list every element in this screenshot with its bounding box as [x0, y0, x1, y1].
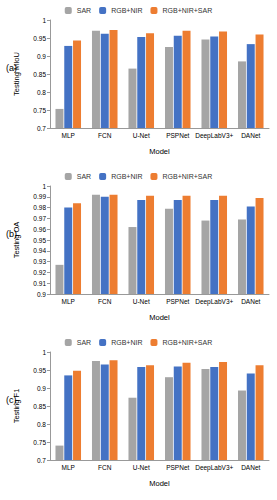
- svg-text:(b): (b): [6, 229, 17, 239]
- svg-text:0.9: 0.9: [37, 53, 46, 60]
- svg-text:U-Net: U-Net: [133, 298, 150, 305]
- svg-text:PSPNet: PSPNet: [166, 298, 189, 305]
- svg-text:0.85: 0.85: [33, 403, 46, 410]
- svg-text:1: 1: [42, 349, 46, 356]
- svg-text:DANet: DANet: [241, 132, 260, 139]
- svg-text:0.91: 0.91: [33, 280, 46, 287]
- svg-text:0.94: 0.94: [33, 247, 46, 254]
- svg-text:(a): (a): [6, 63, 17, 73]
- svg-text:U-Net: U-Net: [133, 464, 150, 471]
- svg-text:DeepLabV3+: DeepLabV3+: [195, 132, 233, 140]
- svg-text:0.93: 0.93: [33, 258, 46, 265]
- svg-text:FCN: FCN: [98, 298, 112, 305]
- svg-text:Model: Model: [149, 313, 170, 322]
- svg-text:MLP: MLP: [62, 132, 75, 139]
- svg-text:DeepLabV3+: DeepLabV3+: [195, 464, 233, 472]
- svg-text:RGB+NIR+SAR: RGB+NIR+SAR: [162, 7, 212, 14]
- svg-text:0.9: 0.9: [37, 385, 46, 392]
- svg-text:PSPNet: PSPNet: [166, 132, 189, 139]
- svg-text:Model: Model: [149, 479, 170, 488]
- svg-text:FCN: FCN: [98, 464, 112, 471]
- svg-text:RGB+NIR: RGB+NIR: [111, 339, 142, 346]
- svg-text:0.75: 0.75: [33, 107, 46, 114]
- svg-text:RGB+NIR: RGB+NIR: [111, 173, 142, 180]
- svg-text:0.95: 0.95: [33, 35, 46, 42]
- svg-text:Testing F1: Testing F1: [11, 388, 21, 424]
- svg-text:0.85: 0.85: [33, 71, 46, 78]
- svg-text:0.95: 0.95: [33, 237, 46, 244]
- svg-text:0.8: 0.8: [37, 89, 46, 96]
- svg-text:DANet: DANet: [241, 464, 260, 471]
- svg-text:RGB+NIR+SAR: RGB+NIR+SAR: [162, 173, 212, 180]
- svg-text:U-Net: U-Net: [133, 132, 150, 139]
- svg-text:SAR: SAR: [77, 339, 91, 346]
- svg-text:0.99: 0.99: [33, 193, 46, 200]
- svg-text:MLP: MLP: [62, 464, 75, 471]
- svg-text:Model: Model: [149, 147, 170, 156]
- svg-text:DeepLabV3+: DeepLabV3+: [195, 298, 233, 306]
- svg-text:RGB+NIR: RGB+NIR: [111, 7, 142, 14]
- svg-text:Testing OA: Testing OA: [12, 222, 21, 259]
- svg-text:MLP: MLP: [62, 298, 75, 305]
- svg-text:Testing MIoU: Testing MIoU: [12, 52, 21, 96]
- svg-text:0.75: 0.75: [33, 439, 46, 446]
- svg-text:0.7: 0.7: [37, 457, 46, 464]
- svg-text:0.9: 0.9: [37, 291, 46, 298]
- svg-text:SAR: SAR: [77, 173, 91, 180]
- svg-text:(c): (c): [6, 395, 17, 405]
- svg-text:0.96: 0.96: [33, 226, 46, 233]
- svg-text:FCN: FCN: [98, 132, 112, 139]
- svg-text:RGB+NIR+SAR: RGB+NIR+SAR: [162, 339, 212, 346]
- svg-text:0.92: 0.92: [33, 269, 46, 276]
- svg-text:0.95: 0.95: [33, 367, 46, 374]
- svg-text:1: 1: [42, 183, 46, 190]
- svg-text:1: 1: [42, 17, 46, 24]
- svg-text:0.98: 0.98: [33, 204, 46, 211]
- svg-text:0.8: 0.8: [37, 421, 46, 428]
- svg-text:0.7: 0.7: [37, 125, 46, 132]
- svg-text:DANet: DANet: [241, 298, 260, 305]
- svg-text:0.97: 0.97: [33, 215, 46, 222]
- svg-text:SAR: SAR: [77, 7, 91, 14]
- svg-text:PSPNet: PSPNet: [166, 464, 189, 471]
